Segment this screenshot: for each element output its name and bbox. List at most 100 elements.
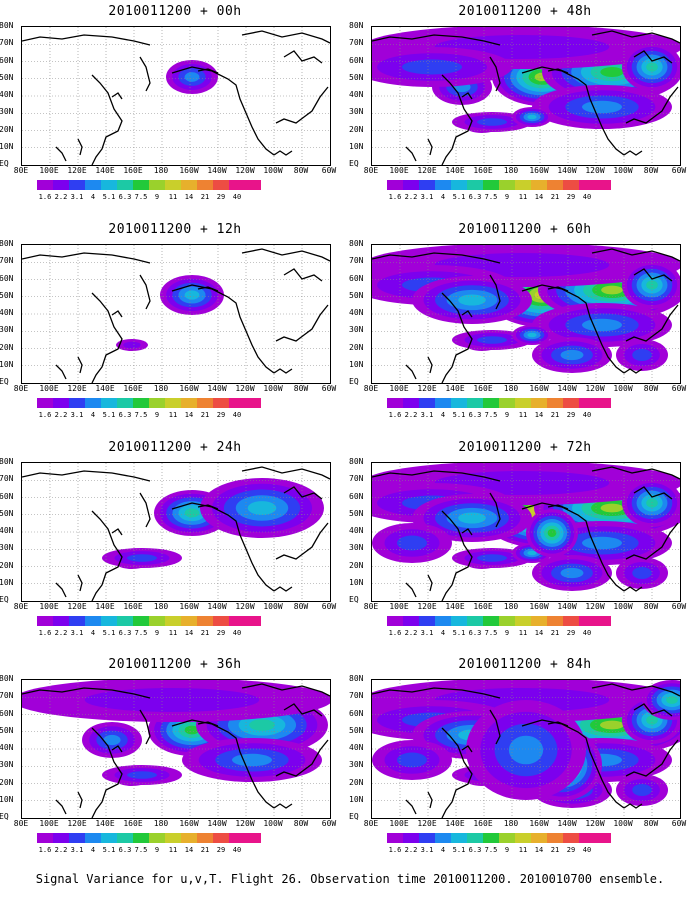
colorbar-swatch (197, 616, 213, 626)
coastline (372, 252, 501, 264)
variance-contour (458, 294, 486, 306)
latitude-label: 70N (349, 38, 364, 48)
coastline (275, 522, 329, 560)
colorbar-swatch (515, 398, 531, 408)
variance-contour (600, 720, 624, 730)
variance-contour (184, 725, 200, 735)
longitude-label: 80E (363, 166, 379, 175)
latitude-label: 80N (0, 21, 14, 30)
coastline (547, 286, 569, 292)
variance-contour (249, 719, 275, 731)
latitude-label: 40N (0, 526, 14, 535)
colorbar-swatch (165, 833, 181, 843)
longitude-label: 160E (123, 819, 143, 828)
variance-contour (397, 752, 427, 768)
longitude-label: 140W (557, 819, 577, 828)
colorbar-label: 11 (518, 846, 528, 854)
colorbar-label: 2.2 (54, 193, 68, 201)
coastline (372, 687, 501, 699)
longitude-label: 140W (207, 819, 227, 828)
coastline (77, 574, 83, 592)
colorbar (37, 616, 261, 626)
latitude-label: 60N (0, 708, 14, 718)
latitude-label: EQ (0, 595, 9, 604)
colorbar-swatch (117, 833, 133, 843)
colorbar-swatch (85, 180, 101, 190)
coastline (283, 486, 323, 500)
variance-field (22, 27, 330, 165)
colorbar-label: 7.5 (484, 411, 498, 419)
longitude-label: 120W (235, 602, 255, 611)
longitude-label: 80E (363, 819, 379, 828)
colorbar-swatch (181, 180, 197, 190)
latitude-label: 20N (0, 777, 14, 787)
latitude-label: 40N (349, 90, 364, 99)
coastline (372, 470, 501, 482)
longitude-label: 140E (95, 166, 115, 175)
colorbar-swatch (579, 398, 595, 408)
latitude-label: 50N (0, 72, 14, 82)
colorbar-swatch (133, 180, 149, 190)
coastline (139, 56, 151, 92)
latitude-label: 40N (349, 308, 364, 317)
colorbar-swatch (515, 833, 531, 843)
coastline (22, 470, 151, 482)
map-panel: 2010011200 + 72h 80N 70N 60N 50N 40N 30N 20N 10N… (349, 440, 700, 658)
colorbar-swatch (451, 398, 467, 408)
panel-title: 2010011200 + 84h (458, 657, 592, 672)
variance-field (22, 680, 330, 818)
variance-contour (632, 784, 652, 796)
longitude-label: 120E (67, 384, 87, 393)
colorbar-swatch (53, 398, 69, 408)
colorbar-swatch (101, 616, 117, 626)
latitude-label: 20N (349, 124, 364, 134)
colorbar-label: 7.5 (134, 846, 148, 854)
colorbar-label: 1.6 (38, 411, 52, 419)
colorbar-swatch (37, 833, 53, 843)
colorbar-swatch (595, 398, 611, 408)
latitude-label: 60N (349, 491, 364, 501)
colorbar-swatch (547, 616, 563, 626)
longitude-label: 180 (153, 384, 169, 393)
variance-contour (127, 554, 157, 562)
colorbar-label: 9 (154, 846, 160, 854)
coastline (241, 248, 330, 262)
coastline (91, 510, 123, 601)
latitude-label: 10N (349, 359, 364, 369)
coastline (139, 492, 151, 528)
coastline (623, 586, 643, 592)
colorbar-swatch (531, 833, 547, 843)
coastline (139, 274, 151, 310)
variance-contour (477, 554, 507, 562)
longitude-label: 140W (557, 166, 577, 175)
latitude-label: EQ (349, 812, 359, 821)
colorbar-swatch (53, 180, 69, 190)
colorbar-label: 1.6 (388, 193, 402, 201)
variance-field (22, 245, 330, 383)
colorbar-swatch (101, 180, 117, 190)
longitude-label: 140E (445, 602, 465, 611)
colorbar-swatch (595, 616, 611, 626)
variance-contour (123, 341, 141, 349)
longitude-label: 100E (389, 384, 409, 393)
colorbar-swatch (165, 398, 181, 408)
latitude-label: 70N (0, 256, 14, 266)
colorbar-label: 4 (440, 846, 446, 854)
coastline (91, 292, 123, 383)
colorbar-swatch (85, 833, 101, 843)
coastline (77, 356, 83, 374)
latitude-label: 10N (0, 141, 14, 151)
colorbar-label: 21 (550, 846, 560, 854)
latitude-label: 30N (349, 325, 364, 335)
colorbar-label: 3.1 (420, 629, 434, 637)
longitude-label: 60W (671, 166, 687, 175)
longitude-label: 100W (613, 819, 633, 828)
longitude-label: 120W (585, 819, 605, 828)
colorbar-label: 14 (534, 629, 544, 637)
colorbar-label: 1.6 (38, 846, 52, 854)
variance-contour (508, 735, 544, 765)
coastline (22, 252, 151, 264)
colorbar-label: 14 (184, 193, 194, 201)
colorbar-label: 2.2 (54, 411, 68, 419)
colorbar-label: 14 (184, 629, 194, 637)
